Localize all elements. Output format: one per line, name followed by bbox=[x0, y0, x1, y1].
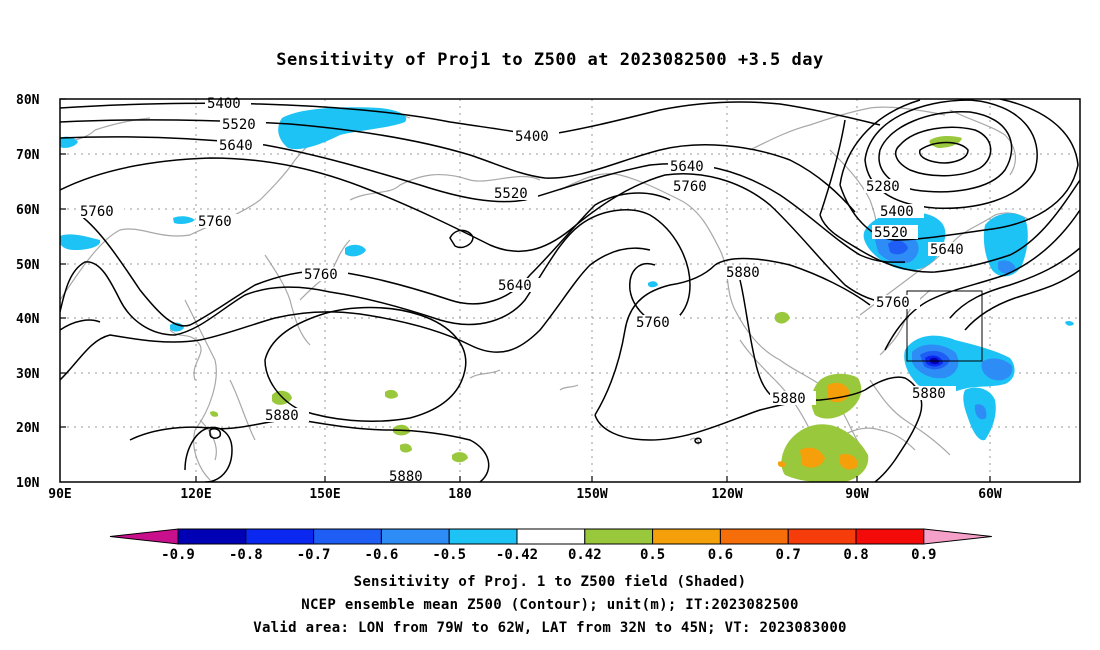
latitude-labels: 80N 70N 60N 50N 40N 30N 20N 10N bbox=[16, 93, 40, 491]
lon-label: 60W bbox=[978, 487, 1002, 502]
contour-label: 5760 bbox=[198, 214, 232, 230]
contour-label: 5880 bbox=[726, 265, 760, 281]
contour-label: 5400 bbox=[515, 129, 549, 145]
lon-label: 150W bbox=[576, 487, 607, 502]
contour-label: 5400 bbox=[880, 204, 914, 220]
contour-label: 5880 bbox=[265, 408, 299, 424]
colorbar-swatch bbox=[245, 528, 315, 545]
contour-label: 5760 bbox=[673, 179, 707, 195]
colorbar-label: 0.5 bbox=[640, 547, 665, 563]
contour-label: 5760 bbox=[304, 267, 338, 283]
footer-line-1: Sensitivity of Proj. 1 to Z500 field (Sh… bbox=[353, 574, 747, 590]
colorbar-swatch bbox=[787, 528, 857, 545]
lat-label: 60N bbox=[16, 203, 40, 218]
colorbar: -0.9 -0.8 -0.7 -0.6 -0.5 -0.42 0.42 0.5 0.6 0.7 0.… bbox=[109, 528, 992, 563]
colorbar-label: 0.7 bbox=[776, 547, 801, 563]
colorbar-label: 0.42 bbox=[568, 547, 602, 563]
lat-label: 80N bbox=[16, 93, 40, 108]
colorbar-label: -0.9 bbox=[161, 547, 195, 563]
colorbar-label: -0.42 bbox=[496, 547, 538, 563]
colorbar-swatch bbox=[380, 528, 450, 545]
contour-label: 5280 bbox=[866, 179, 900, 195]
longitude-labels: 90E 120E 150E 180 150W 120W 90W 60W bbox=[48, 487, 1002, 502]
colorbar-swatch bbox=[516, 528, 586, 545]
contour-label: 5760 bbox=[636, 315, 670, 331]
colorbar-swatch bbox=[584, 528, 654, 545]
contour-label: 5640 bbox=[498, 278, 532, 294]
colorbar-swatch bbox=[313, 528, 382, 545]
lon-label: 120E bbox=[180, 487, 211, 502]
footer-line-3: Valid area: LON from 79W to 62W, LAT fro… bbox=[253, 620, 847, 636]
lat-label: 70N bbox=[16, 148, 40, 163]
colorbar-swatch bbox=[177, 528, 247, 545]
contour-label: 5880 bbox=[389, 469, 423, 485]
contour-label: 5880 bbox=[772, 391, 806, 407]
contour-label: 5640 bbox=[930, 242, 964, 258]
contour-label: 5760 bbox=[80, 204, 114, 220]
footer-line-2: NCEP ensemble mean Z500 (Contour); unit(… bbox=[301, 597, 799, 613]
lon-label: 90W bbox=[845, 487, 869, 502]
lon-label: 90E bbox=[48, 487, 71, 502]
gridlines bbox=[60, 99, 1080, 482]
colorbar-label: 0.9 bbox=[911, 547, 936, 563]
contour-label: 5640 bbox=[670, 159, 704, 175]
colorbar-label: -0.6 bbox=[365, 547, 399, 563]
chart-title: Sensitivity of Proj1 to Z500 at 20230825… bbox=[276, 50, 824, 70]
lat-label: 30N bbox=[16, 367, 40, 382]
colorbar-swatch bbox=[448, 528, 518, 545]
lat-label: 20N bbox=[16, 421, 40, 436]
colorbar-right-triangle bbox=[923, 528, 992, 545]
lat-label: 50N bbox=[16, 258, 40, 273]
colorbar-label: -0.7 bbox=[297, 547, 331, 563]
colorbar-label: 0.8 bbox=[843, 547, 868, 563]
colorbar-swatch bbox=[652, 528, 721, 545]
colorbar-label: -0.8 bbox=[229, 547, 263, 563]
contour-label: 5640 bbox=[219, 138, 253, 154]
contour-label: 5520 bbox=[874, 225, 908, 241]
lon-label: 120W bbox=[711, 487, 742, 502]
colorbar-swatch bbox=[719, 528, 789, 545]
contour-label: 5880 bbox=[912, 386, 946, 402]
contour-label: 5760 bbox=[876, 295, 910, 311]
lat-label: 40N bbox=[16, 312, 40, 327]
colorbar-label: -0.5 bbox=[432, 547, 466, 563]
map-border bbox=[59, 98, 1081, 483]
colorbar-label: 0.6 bbox=[708, 547, 733, 563]
contour-label: 5520 bbox=[222, 117, 256, 133]
contour-label: 5520 bbox=[494, 186, 528, 202]
valid-area-box bbox=[906, 290, 983, 362]
colorbar-swatch bbox=[855, 528, 925, 545]
axis-ticks bbox=[60, 98, 991, 482]
lat-label: 10N bbox=[16, 476, 40, 491]
contour-labels: 5400 5520 5640 5760 5760 5400 5520 5640 … bbox=[78, 96, 974, 485]
lon-label: 150E bbox=[309, 487, 340, 502]
lon-label: 180 bbox=[448, 487, 472, 502]
colorbar-left-triangle bbox=[109, 528, 179, 545]
contour-label: 5400 bbox=[207, 96, 241, 112]
